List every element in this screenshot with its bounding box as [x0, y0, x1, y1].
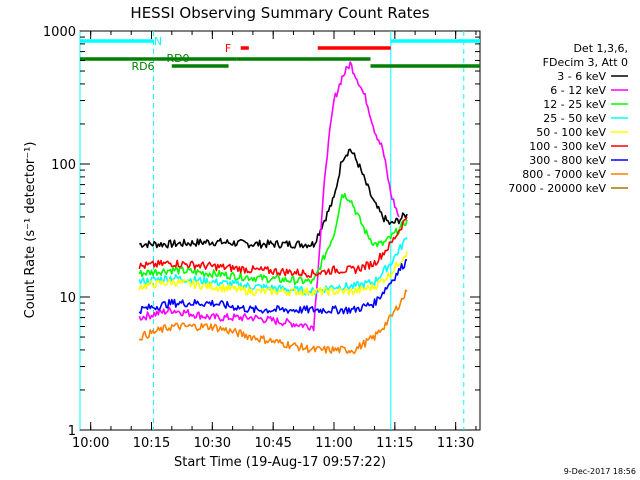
legend-entry: 6 - 12 keV — [550, 84, 606, 97]
y-tick-label: 10 — [59, 291, 76, 306]
series-line — [138, 251, 408, 297]
legend-header: FDecim 3, Att 0 — [543, 56, 628, 69]
x-axis-label: Start Time (19-Aug-17 09:57:22) — [174, 455, 386, 470]
x-tick-label: 11:15 — [376, 436, 413, 451]
x-tick-label: 11:00 — [315, 436, 352, 451]
x-tick-label: 10:30 — [194, 436, 231, 451]
series-line — [138, 216, 408, 278]
legend-entry: 7000 - 20000 keV — [508, 182, 606, 195]
plot-frame — [79, 30, 481, 431]
series-line — [138, 192, 408, 286]
series-line — [138, 259, 407, 315]
y-tick-label: 1 — [68, 424, 76, 439]
legend-entry: 800 - 7000 keV — [522, 168, 606, 181]
x-tick-label: 11:30 — [437, 436, 474, 451]
legend-entry: 50 - 100 keV — [536, 126, 606, 139]
series-line — [138, 289, 408, 355]
x-tick-label: 10:15 — [133, 436, 170, 451]
legend-entry: 25 - 50 keV — [543, 112, 606, 125]
footer-date: 9-Dec-2017 18:56 — [564, 467, 636, 476]
chart-title: HESSI Observing Summary Count Rates — [130, 4, 429, 22]
x-tick-label: 10:00 — [72, 436, 109, 451]
y-tick-label: 100 — [51, 158, 76, 173]
legend-header: Det 1,3,6, — [573, 42, 628, 55]
state-label-rd6: RD6 — [131, 60, 154, 73]
legend-entry: 300 - 800 keV — [529, 154, 606, 167]
y-tick-label: 1000 — [43, 25, 76, 40]
state-label-rd0: RD0 — [166, 52, 189, 65]
series-line — [138, 148, 408, 249]
state-label-n: N — [154, 35, 162, 48]
state-label-f: F — [225, 42, 231, 55]
y-axis-label: Count Rate (s⁻¹ detector⁻¹) — [23, 142, 38, 319]
x-tick-label: 10:45 — [254, 436, 291, 451]
legend-entry: 3 - 6 keV — [557, 70, 606, 83]
legend-entry: 12 - 25 keV — [543, 98, 606, 111]
series-line — [138, 61, 400, 332]
legend-entry: 100 - 300 keV — [529, 140, 606, 153]
